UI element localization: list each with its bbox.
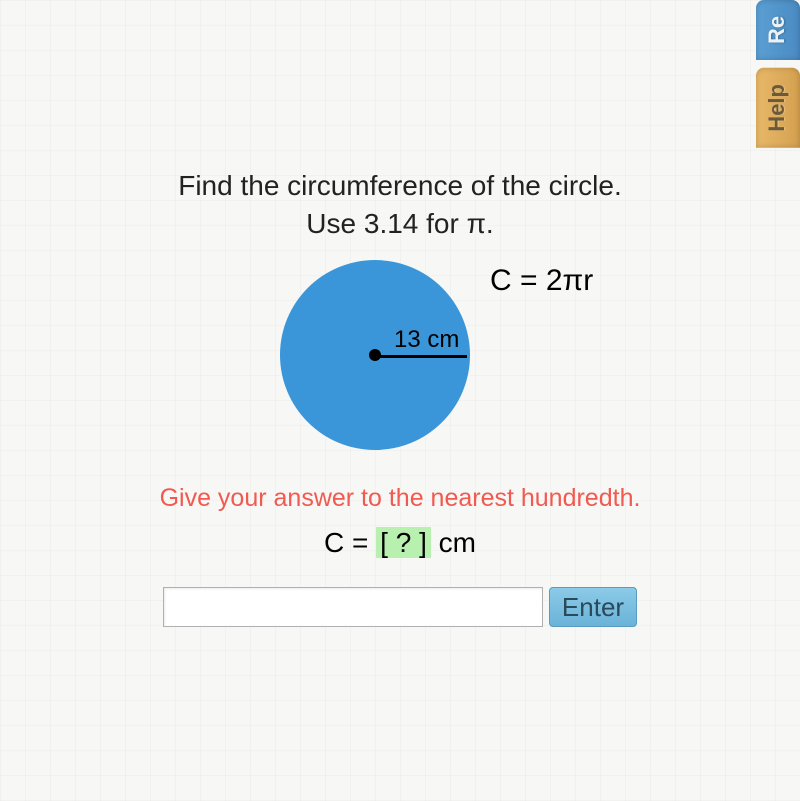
center-dot <box>369 349 381 361</box>
answer-blank: [ ? ] <box>376 527 431 558</box>
diagram-area: 13 cm C = 2πr <box>150 260 650 480</box>
content-area: Find the circumference of the circle. Us… <box>0 0 800 627</box>
input-row: Enter <box>0 587 800 627</box>
tab-re[interactable]: Re <box>756 0 800 60</box>
answer-suffix: cm <box>431 527 476 558</box>
side-tabs: Re Help <box>756 0 800 148</box>
tab-help[interactable]: Help <box>756 68 800 148</box>
answer-input[interactable] <box>163 587 543 627</box>
answer-template: C = [ ? ] cm <box>0 527 800 559</box>
hint-text: Give your answer to the nearest hundredt… <box>0 484 800 513</box>
question-line-1: Find the circumference of the circle. <box>0 170 800 202</box>
formula-label: C = 2πr <box>490 264 593 298</box>
question-line-2: Use 3.14 for π. <box>0 208 800 240</box>
radius-line <box>375 355 467 358</box>
answer-prefix: C = <box>324 527 376 558</box>
radius-label: 13 cm <box>394 326 459 354</box>
enter-button[interactable]: Enter <box>549 587 637 627</box>
